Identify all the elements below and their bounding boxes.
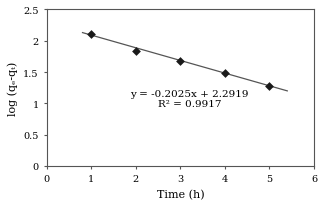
Y-axis label: log (qₑ-qₜ): log (qₑ-qₜ)	[7, 61, 17, 115]
Text: y = -0.2025x + 2.2919
R² = 0.9917: y = -0.2025x + 2.2919 R² = 0.9917	[130, 89, 249, 108]
Point	[89, 34, 94, 37]
Point	[267, 85, 272, 88]
X-axis label: Time (h): Time (h)	[156, 189, 204, 199]
Point	[133, 50, 139, 54]
Point	[178, 60, 183, 64]
Point	[222, 72, 227, 75]
